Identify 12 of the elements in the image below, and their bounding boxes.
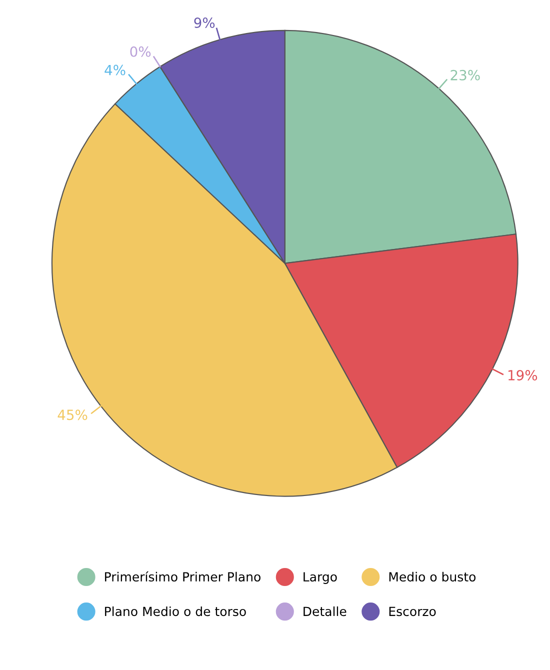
legend-label: Escorzo	[389, 606, 436, 616]
data-label: 45%	[58, 410, 88, 420]
data-label: 9%	[194, 18, 215, 28]
legend-label: Medio o busto	[389, 572, 476, 582]
legend-label: Plano Medio o de torso	[105, 606, 246, 616]
legend-label: Primerísimo Primer Plano	[105, 571, 260, 582]
data-label: 19%	[508, 370, 538, 380]
data-label: 23%	[450, 70, 480, 80]
legend-label: Detalle	[304, 606, 346, 616]
data-label: 4%	[104, 64, 126, 76]
legend-label: Largo	[304, 572, 337, 584]
text: 0%	[130, 46, 151, 57]
